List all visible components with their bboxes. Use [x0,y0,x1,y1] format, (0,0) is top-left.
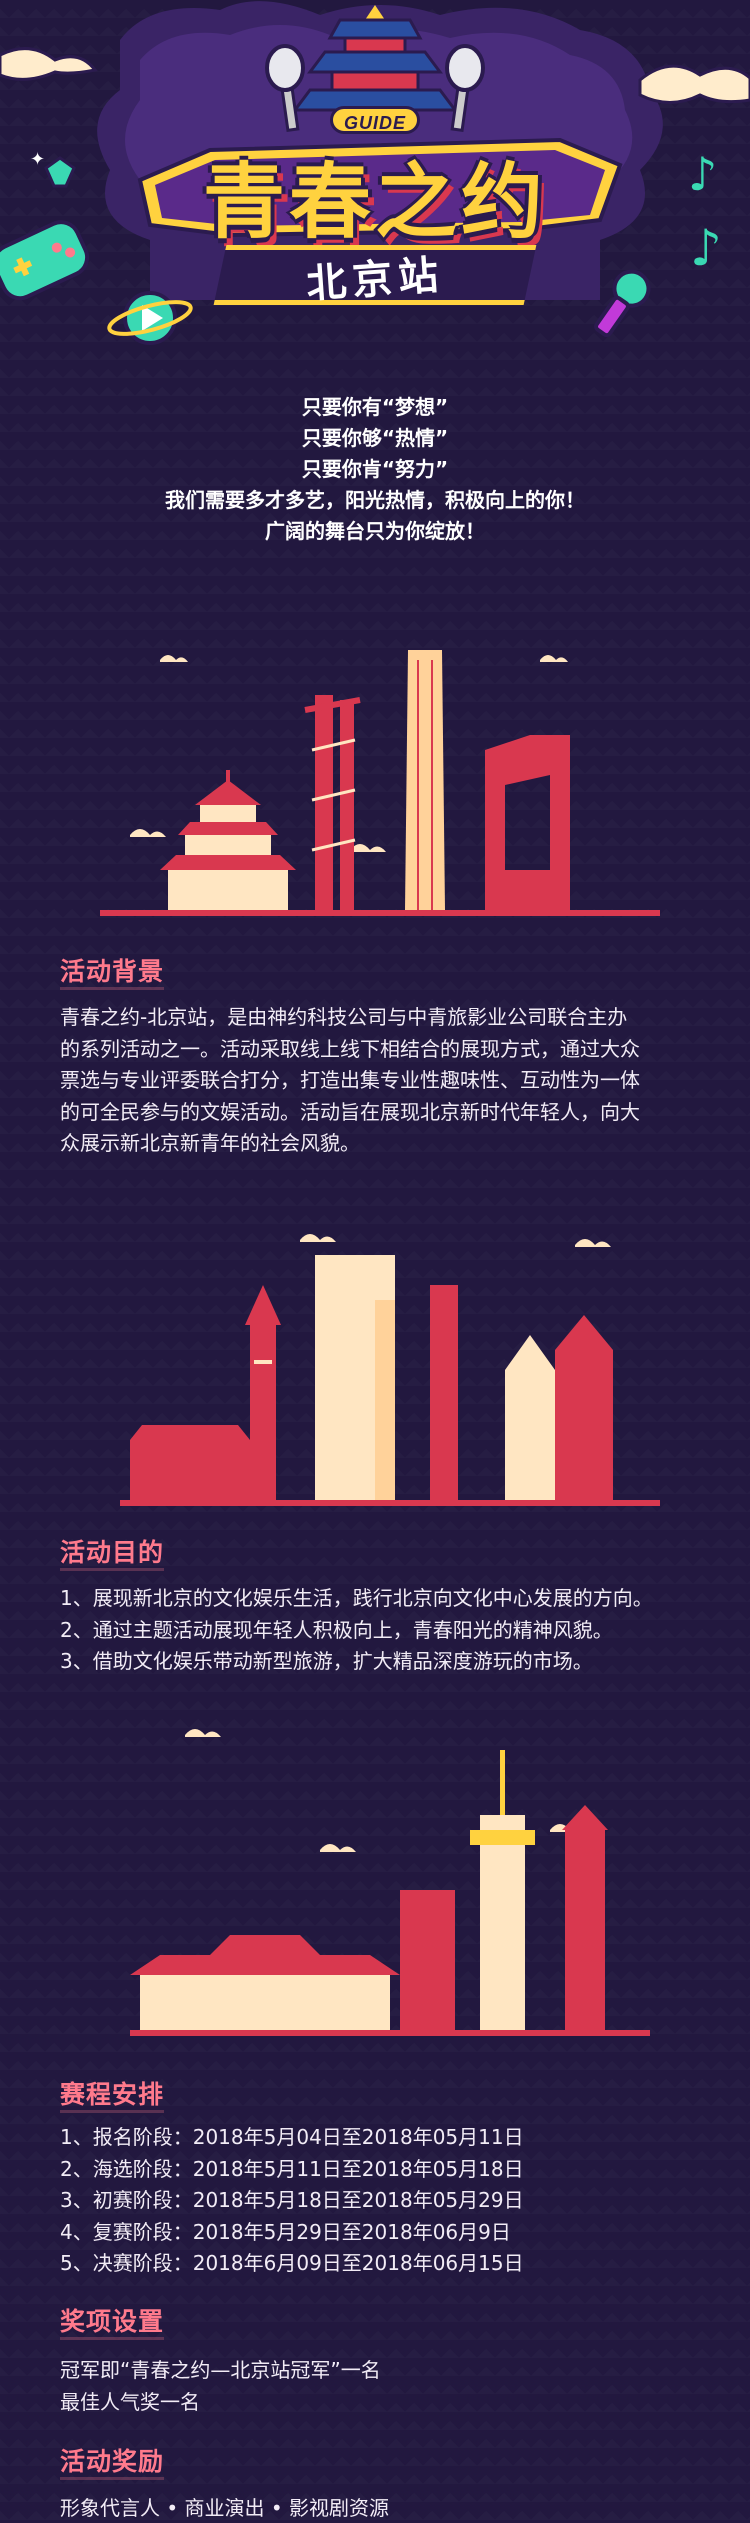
cloud-right [638,64,750,104]
ground-line [130,2030,650,2036]
list-item: 3、初赛阶段：2018年5月18日至2018年05月29日 [60,2188,524,2212]
intro-line: 只要你够“热情” [301,426,449,450]
twin-tower-building [430,1285,458,1500]
title-plate-inner [155,150,605,226]
section-title-awards: 奖项设置 [60,2302,165,2340]
microphone-handheld-icon [594,269,651,338]
cloud-small [160,655,188,662]
rewards-line: 形象代言人 • 商业演出 • 影视剧资源 [60,2496,390,2520]
ground-line [120,1500,660,1506]
list-item: 5、决赛阶段：2018年6月09日至2018年06月15日 [60,2251,524,2275]
temple-of-heaven-building [160,770,296,910]
list-item: 2、海选阶段：2018年5月11日至2018年05月18日 [60,2156,524,2181]
list-item: 3、借助文化娱乐带动新型旅游，扩大精品深度游玩的市场。 [60,1649,593,1673]
hero-title: 青春之约 [202,155,547,250]
intro-line: 只要你肯“努力” [301,457,449,481]
gamepad-icon [0,220,90,301]
european-building [505,1315,613,1500]
music-note-icon: ♪ [688,147,717,201]
station-building [130,1425,250,1500]
sparkle-icon: ✦ [30,149,45,170]
list-item: 4、复赛阶段：2018年5月29日至2018年06月9日 [60,2219,511,2244]
cloud-small [185,1729,221,1737]
intro-line: 广阔的舞台只为你绽放！ [265,519,485,543]
skyline-illustration-1 [100,650,660,916]
paragraph-line: 众展示新北京新青年的社会风貌。 [60,1131,360,1155]
hero-art: ✦ ✦ ♪ ♪ [0,1,750,345]
list-item: 最佳人气奖一名 [60,2389,200,2414]
diamond-tower-building [315,1255,395,1500]
cloud-small [575,1239,611,1247]
cctv-building [485,735,570,910]
intro-line: 只要你有“梦想” [301,395,449,419]
background-paragraph: 青春之约-北京站，是由神约科技公司与中青旅影业公司联合主办 的系列活动之一。活动… [60,1002,700,1160]
list-item: 1、展现新北京的文化娱乐生活，践行北京向文化中心发展的方向。 [60,1586,653,1610]
cloud-small [350,844,386,852]
skyline-illustration-3 [130,1729,650,2036]
cloud-small [130,829,166,837]
gate-building [130,1935,400,2030]
section-title-schedule: 赛程安排 [60,2075,165,2113]
skyscraper-building [405,650,445,910]
paragraph-line: 青春之约-北京站，是由神约科技公司与中青旅影业公司联合主办 [60,1005,628,1029]
microphone-left-icon [265,44,305,133]
paragraph-line: 的可全民参与的文娱活动。活动旨在展现北京新时代年轻人，向大 [60,1099,640,1124]
cloud-small [300,1234,336,1242]
awards-list: 冠军即“青春之约—北京站冠军”一名 最佳人气奖一名 [60,2355,700,2418]
cloud-small [540,655,568,662]
schedule-list: 1、报名阶段：2018年5月04日至2018年05月11日 2、海选阶段：201… [60,2122,700,2280]
ground-line [100,910,660,916]
clock-tower-building [245,1285,281,1500]
guide-badge: GUIDE [330,106,420,134]
intro-line: 我们需要多才多艺，阳光热情，积极向上的你！ [165,488,585,512]
paragraph-line: 票选与专业评委联合打分，打造出集专业性趣味性、互动性为一体 [60,1068,640,1092]
intro-slogan: 只要你有“梦想” 只要你够“热情” 只要你肯“努力” 我们需要多才多艺，阳光热情… [0,392,750,547]
microphone-right-icon [445,44,485,133]
section-title-purpose: 活动目的 [60,1533,165,1571]
striped-tower-building [562,1805,608,2030]
skyline-illustration-2 [120,1234,660,1506]
list-item: 2、通过主题活动展现年轻人积极向上，青春阳光的精神风貌。 [60,1617,613,1642]
section-title-rewards: 活动奖励 [60,2442,165,2480]
list-item: 冠军即“青春之约—北京站冠军”一名 [60,2358,381,2382]
twisted-tower-building [304,695,361,910]
list-item: 1、报名阶段：2018年5月04日至2018年05月11日 [60,2125,524,2149]
music-note-icon-2: ♪ [690,219,722,277]
play-button-icon [107,291,193,345]
tv-tower-building [470,1750,535,2030]
purpose-list: 1、展现新北京的文化娱乐生活，践行北京向文化中心发展的方向。 2、通过主题活动展… [60,1583,700,1678]
paragraph-line: 的系列活动之一。活动采取线上线下相结合的展现方式，通过大众 [60,1036,640,1061]
cloud-small [320,1844,356,1852]
lattice-tower-building [400,1890,455,2030]
section-title-background: 活动背景 [60,952,165,990]
temple-icon [292,5,458,112]
diamond-icon [44,156,76,188]
hero-banner: ✦ ✦ ♪ ♪ GUIDE 青春之约 北京站 [0,0,750,370]
cloud-left [0,47,98,81]
